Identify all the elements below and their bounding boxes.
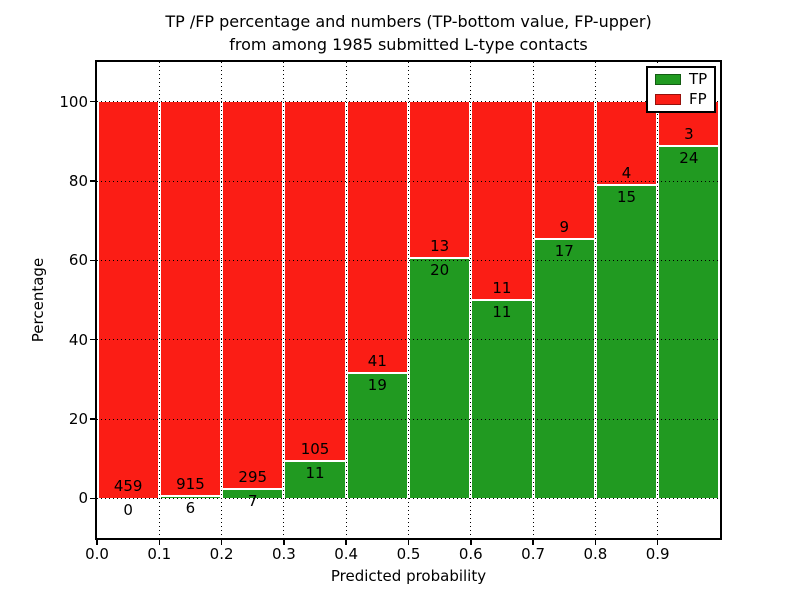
fp-bar-segment [98, 101, 158, 499]
legend-label-tp: TP [689, 70, 708, 88]
x-tick-mark [283, 540, 285, 545]
x-gridline [657, 62, 659, 538]
tp-count-label: 0 [123, 501, 133, 520]
fp-bar-segment [347, 101, 407, 372]
fp-count-label: 459 [113, 477, 143, 496]
chart-title-line2: from among 1985 submitted L-type contact… [229, 35, 588, 54]
x-tick-label: 0.3 [271, 545, 296, 563]
tp-bar-segment [410, 258, 470, 499]
fp-count-label: 9 [559, 217, 570, 236]
fp-bar-segment [534, 101, 594, 239]
tp-count-label: 19 [367, 375, 387, 394]
x-tick-mark [470, 540, 472, 545]
y-tick-mark [90, 418, 95, 420]
x-tick-label: 0.1 [147, 545, 172, 563]
fp-bar-segment [160, 101, 221, 495]
fp-count-label: 915 [176, 474, 205, 493]
fp-bar-segment [285, 101, 345, 460]
tp-bar-segment [347, 373, 407, 499]
x-tick-label: 0.4 [334, 545, 359, 563]
x-tick-mark [594, 540, 597, 545]
tp-bar-segment [160, 496, 221, 499]
x-tick-label: 0.6 [458, 545, 483, 563]
tp-count-label: 7 [247, 492, 258, 511]
fp-count-label: 105 [300, 439, 330, 458]
fp-count-label: 41 [367, 351, 387, 370]
x-tick-label: 0.9 [645, 545, 670, 563]
y-tick-mark [90, 259, 95, 262]
x-gridline [470, 62, 472, 538]
tp-bar-segment [472, 300, 532, 499]
x-tick-label: 0.7 [521, 545, 546, 563]
x-tick-mark [345, 540, 347, 545]
tp-count-label: 6 [185, 498, 196, 517]
x-axis-label: Predicted probability [330, 567, 487, 585]
y-tick-label: 100 [59, 92, 88, 111]
y-tick-label: 0 [78, 489, 88, 508]
x-tick-mark [158, 540, 161, 545]
y-axis-label: Percentage [29, 257, 47, 343]
x-gridline [594, 62, 596, 538]
chart-title: TP /FP percentage and numbers (TP-bottom… [97, 10, 720, 56]
x-tick-label: 0.0 [85, 545, 109, 563]
legend-label-fp: FP [689, 90, 707, 108]
tp-bar-segment [223, 489, 283, 499]
x-gridline [408, 62, 409, 538]
x-gridline [532, 62, 534, 538]
y-tick-label: 20 [68, 410, 88, 428]
y-tick-mark [90, 100, 95, 103]
fp-count-label: 295 [238, 468, 268, 487]
x-tick-mark [656, 540, 659, 545]
x-gridline [221, 62, 223, 538]
fp-bar-segment [223, 101, 283, 489]
legend: TP FP [646, 66, 717, 113]
x-tick-mark [96, 540, 98, 545]
tp-count-label: 11 [305, 463, 325, 482]
legend-row-fp: FP [655, 92, 707, 107]
x-gridline [158, 62, 160, 538]
tp-count-label: 15 [617, 188, 637, 207]
chart-title-line1: TP /FP percentage and numbers (TP-bottom… [165, 12, 652, 31]
x-tick-mark [220, 540, 223, 545]
fp-bar-segment [410, 101, 470, 258]
fp-count-label: 13 [430, 236, 450, 255]
y-tick-label: 60 [68, 251, 88, 270]
fp-count-label: 3 [684, 124, 694, 143]
x-gridline [283, 62, 285, 538]
x-tick-mark [532, 540, 534, 545]
legend-swatch-tp [655, 74, 681, 85]
legend-row-tp: TP [655, 72, 707, 87]
x-tick-mark [407, 540, 410, 545]
x-tick-label: 0.8 [583, 545, 608, 563]
fp-bar-segment [596, 101, 657, 185]
tp-count-label: 24 [679, 148, 699, 167]
x-tick-label: 0.2 [209, 545, 234, 563]
legend-swatch-fp [655, 94, 681, 105]
y-tick-mark [90, 180, 95, 182]
fp-count-label: 4 [621, 164, 632, 183]
y-tick-label: 40 [68, 330, 88, 349]
x-tick-label: 0.5 [396, 545, 421, 563]
y-tick-mark [90, 338, 95, 341]
x-gridline [345, 62, 347, 538]
fp-count-label: 11 [492, 279, 512, 297]
tp-bar-segment [285, 461, 345, 499]
tp-bar-segment [659, 146, 719, 499]
tp-count-label: 11 [492, 303, 512, 321]
tp-bar-segment [596, 185, 657, 499]
y-tick-label: 80 [68, 172, 88, 190]
fp-bar-segment [472, 101, 532, 300]
tp-count-label: 20 [430, 260, 450, 279]
tp-count-label: 17 [554, 241, 574, 260]
y-tick-mark [90, 497, 95, 500]
tp-bar-segment [534, 239, 594, 499]
